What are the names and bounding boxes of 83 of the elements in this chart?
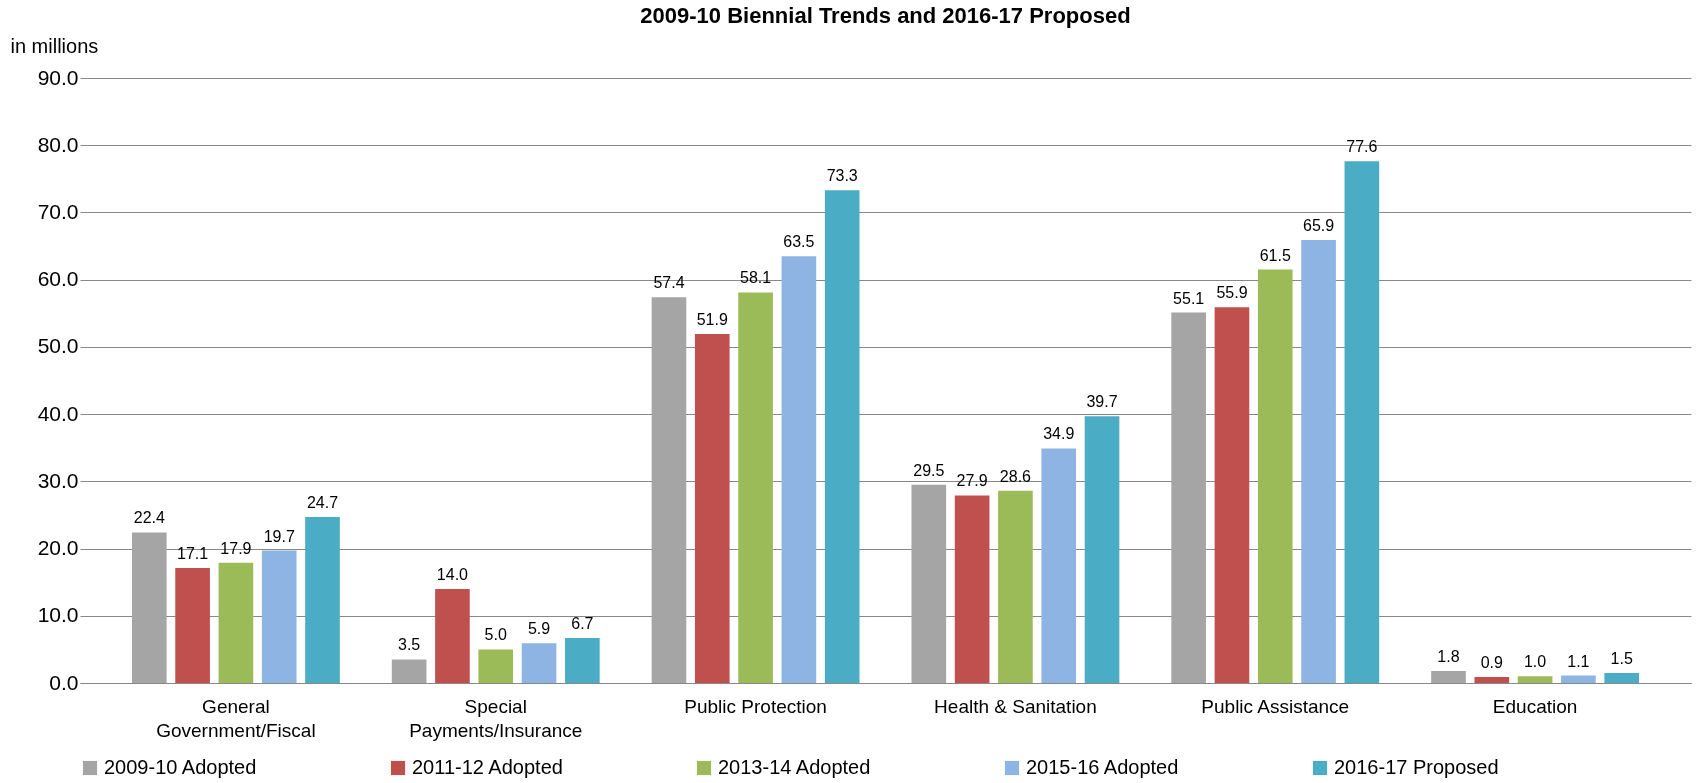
x-tick-label: Health & Sanitation — [934, 695, 1097, 717]
data-label: 27.9 — [956, 472, 988, 490]
data-label: 29.5 — [913, 461, 945, 479]
x-tick-label: Special Payments/Insurance — [409, 695, 583, 741]
bar — [694, 334, 730, 683]
data-label: 17.9 — [220, 539, 252, 557]
data-label: 22.4 — [133, 509, 165, 527]
bar — [1301, 240, 1336, 683]
bar — [651, 297, 687, 683]
data-label: 5.9 — [527, 620, 551, 638]
data-label: 28.6 — [999, 467, 1032, 485]
bar — [1517, 676, 1553, 683]
bar — [391, 659, 427, 683]
legend-label: 2013-14 Adopted — [718, 756, 871, 778]
y-tick-label: 90.0 — [37, 65, 79, 89]
y-tick-label: 20.0 — [37, 536, 79, 560]
data-label: 58.1 — [740, 269, 772, 287]
bar — [1474, 676, 1510, 683]
data-label: 5.0 — [484, 626, 507, 644]
legend-label: 2015-16 Adopted — [1026, 756, 1179, 778]
bar — [1604, 672, 1640, 683]
x-tick-label: General Government/Fiscal — [156, 695, 316, 741]
data-label: 63.5 — [783, 233, 815, 251]
data-label: 77.6 — [1346, 138, 1378, 156]
x-tick-label: Public Assistance — [1201, 695, 1350, 717]
bar — [565, 637, 600, 683]
data-label: 61.5 — [1259, 246, 1291, 264]
x-tick-label: Education — [1492, 695, 1578, 717]
bar — [998, 490, 1033, 683]
data-label: 51.9 — [696, 311, 728, 329]
bar — [218, 562, 254, 683]
y-tick-label: 10.0 — [37, 603, 79, 627]
bar — [521, 643, 557, 683]
data-label: 6.7 — [571, 614, 594, 632]
bar — [175, 568, 210, 683]
data-label: 34.9 — [1043, 425, 1075, 443]
y-axis-title: in millions — [10, 34, 99, 57]
bar — [435, 588, 470, 683]
data-label: 3.5 — [398, 636, 421, 654]
y-tick-label: 70.0 — [37, 199, 79, 223]
data-label: 1.8 — [1437, 647, 1460, 665]
bar — [1041, 448, 1077, 683]
bar — [1171, 312, 1206, 683]
bar — [781, 256, 817, 683]
data-label: 1.5 — [1610, 649, 1633, 667]
legend-label: 2011-12 Adopted — [412, 756, 563, 778]
bar — [954, 495, 990, 683]
bar — [1431, 670, 1466, 683]
data-label: 55.9 — [1216, 284, 1248, 302]
data-label: 1.1 — [1567, 652, 1590, 670]
bar — [1214, 307, 1250, 683]
chart-title: 2009-10 Biennial Trends and 2016-17 Proposed — [640, 3, 1131, 28]
data-label: 19.7 — [263, 527, 295, 545]
data-label: 24.7 — [306, 493, 339, 511]
bar — [261, 550, 297, 683]
bar — [131, 532, 167, 683]
y-tick-label: 0.0 — [49, 670, 79, 694]
bar — [738, 292, 773, 683]
bar — [1561, 675, 1596, 683]
bar — [1084, 416, 1120, 683]
bar — [1344, 161, 1380, 683]
bar — [478, 649, 514, 683]
data-label: 39.7 — [1086, 393, 1118, 411]
data-label: 65.9 — [1302, 217, 1335, 235]
bar — [305, 516, 340, 683]
data-label: 1.0 — [1523, 653, 1547, 671]
data-label: 0.9 — [1480, 653, 1504, 671]
data-label: 57.4 — [653, 274, 685, 292]
y-tick-label: 60.0 — [37, 267, 79, 291]
y-tick-label: 80.0 — [37, 132, 79, 156]
bar — [1257, 269, 1293, 683]
y-tick-label: 30.0 — [37, 468, 79, 492]
legend-label: 2009-10 Adopted — [104, 756, 257, 778]
bar — [824, 190, 860, 683]
data-label: 14.0 — [436, 565, 469, 583]
data-label: 73.3 — [826, 167, 858, 185]
y-tick-label: 50.0 — [37, 334, 79, 358]
data-label: 55.1 — [1173, 289, 1205, 307]
data-label: 17.1 — [177, 545, 209, 563]
bar — [911, 484, 947, 683]
y-tick-label: 40.0 — [37, 401, 79, 425]
legend-label: 2016-17 Proposed — [1334, 756, 1499, 778]
x-tick-label: Public Protection — [684, 695, 827, 717]
